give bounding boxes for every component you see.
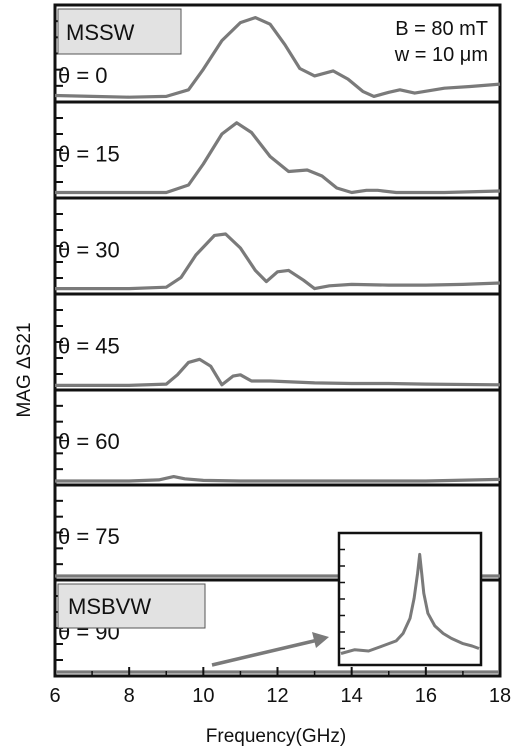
panel-frame: [53, 388, 502, 487]
spectrum-line: [55, 475, 501, 483]
x-tick-label: 8: [124, 685, 135, 707]
inset-layer: [211, 531, 483, 667]
spectrum-line: [55, 357, 501, 387]
panel-60: θ = 60: [53, 388, 502, 487]
width-annotation: w = 10 μm: [394, 44, 488, 66]
panel-label: θ = 75: [58, 524, 120, 549]
panel-label: θ = 15: [58, 142, 120, 167]
x-tick-label: 10: [192, 685, 214, 707]
panels-layer: θ = 0θ = 15θ = 30θ = 45θ = 60θ = 75θ = 9…: [53, 3, 502, 678]
mode-box-bottom: [57, 583, 206, 629]
panel-15: θ = 15: [53, 100, 502, 200]
axis-layer: 6 8 10 12 14 16 18: [49, 667, 511, 707]
x-tick-label: 14: [341, 685, 363, 707]
inset-line: [340, 552, 480, 655]
inset-arrow: [211, 632, 329, 667]
panel-45: θ = 45: [53, 292, 502, 392]
x-axis-title: Frequency(GHz): [206, 726, 346, 747]
inset-arrow-head: [312, 632, 329, 648]
inset-arrow-shaft: [211, 638, 319, 667]
mode-label-top: MSSW: [66, 20, 135, 45]
x-tick-label: 6: [49, 685, 60, 707]
x-tick-label: 12: [266, 685, 288, 707]
field-annotation: B = 80 mT: [395, 18, 488, 40]
spectrum-line: [55, 232, 501, 291]
panel-30: θ = 30: [53, 196, 502, 296]
panel-frame: [53, 100, 502, 200]
x-tick-label: 16: [415, 685, 437, 707]
y-axis-title: MAG ΔS21: [14, 322, 35, 417]
panel-frame: [53, 292, 502, 392]
spectrum-line: [54, 16, 501, 99]
panel-label: θ = 45: [58, 334, 120, 359]
spectrum-line: [55, 121, 501, 195]
inset-frame: [337, 531, 483, 667]
mode-label-bottom: MSBVW: [68, 594, 151, 619]
panel-label: θ = 0: [58, 63, 108, 88]
panel-label: θ = 60: [58, 429, 120, 454]
x-tick-label: 18: [489, 685, 511, 707]
panel-frame: [53, 196, 502, 296]
panel-label: θ = 30: [58, 238, 120, 263]
mode-box-top: [57, 8, 182, 55]
